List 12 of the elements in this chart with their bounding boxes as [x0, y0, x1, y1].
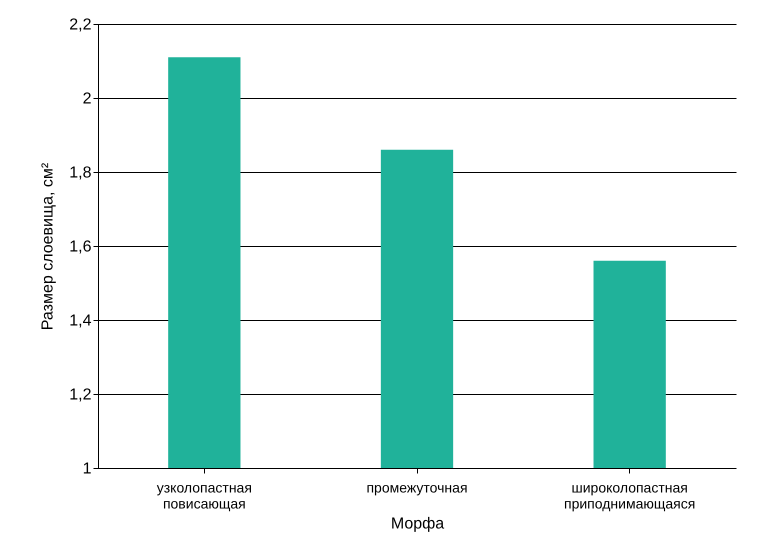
y-axis-title: Размер слоевища, см²	[39, 162, 56, 330]
y-tick-label: 2,2	[69, 16, 92, 34]
y-tick-label: 1,2	[69, 386, 92, 404]
y-tick-label: 1,6	[69, 238, 92, 256]
y-tick-label: 1,8	[69, 164, 92, 182]
x-tick-label: широколопастная приподнимающаяся	[564, 480, 696, 512]
x-tick-label: узколопастная повисающая	[156, 480, 252, 512]
x-tick-label: промежуточная	[366, 480, 468, 496]
y-tick-label: 1,4	[69, 312, 92, 330]
y-tick-label: 2	[82, 90, 92, 108]
x-axis-title: Морфа	[390, 516, 444, 532]
y-tick-label: 1	[82, 460, 92, 478]
